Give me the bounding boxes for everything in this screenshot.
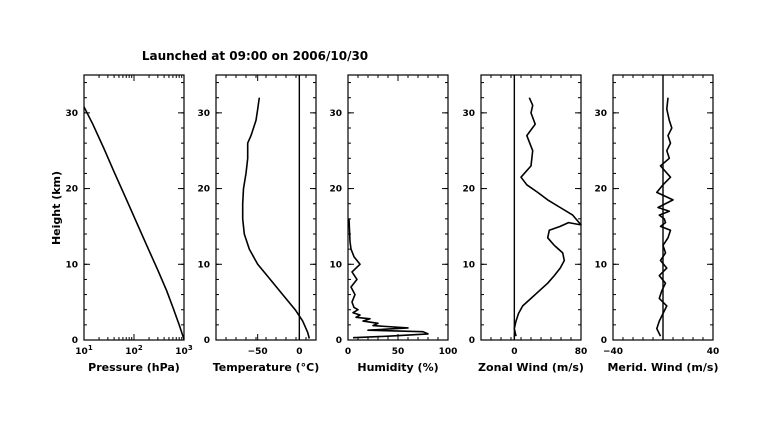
pressure-series-line	[83, 106, 185, 340]
zonal-wind-y-tick-label: 20	[462, 185, 475, 195]
pressure-x-tick-label: 101	[75, 344, 93, 357]
zonal-wind-y-tick-label: 30	[462, 109, 475, 119]
humidity-y-tick-label: 0	[336, 336, 342, 346]
temperature-y-tick-label: 30	[197, 109, 210, 119]
panel-temperature: 0 10 20 30 −50 0 Temperature (°C)	[197, 74, 320, 374]
pressure-frame	[83, 74, 185, 341]
humidity-frame	[347, 74, 449, 341]
panels: 0 10 20 30 101 102 103 Pressure (hPa) 0 10 20 30 −50…	[65, 74, 720, 374]
humidity-y-tick-label: 20	[329, 185, 342, 195]
panel-pressure: 0 10 20 30 101 102 103 Pressure (hPa)	[65, 74, 193, 374]
pressure-y-tick-label: 20	[65, 185, 78, 195]
temperature-y-tick-label: 0	[204, 336, 210, 346]
humidity-series-line	[348, 218, 429, 339]
zonal-wind-series-line	[513, 97, 582, 337]
humidity-x-tick-label: 50	[392, 347, 405, 357]
figure-title: Launched at 09:00 on 2006/10/30	[142, 49, 368, 63]
pressure-x-axis-label: Pressure (hPa)	[88, 361, 180, 374]
meridional-wind-y-tick-label: 20	[594, 185, 607, 195]
zonal-wind-x-axis-label: Zonal Wind (m/s)	[478, 361, 584, 374]
meridional-wind-x-tick-label: −40	[603, 347, 623, 357]
temperature-x-axis-label: Temperature (°C)	[213, 361, 320, 374]
pressure-y-tick-label: 10	[65, 260, 78, 270]
humidity-x-axis-label: Humidity (%)	[357, 361, 438, 374]
temperature-series-line	[241, 97, 311, 339]
y-axis-label: Height (km)	[50, 171, 63, 245]
humidity-y-tick-label: 10	[329, 260, 342, 270]
meridional-wind-x-axis-label: Merid. Wind (m/s)	[607, 361, 718, 374]
meridional-wind-x-tick-label: 40	[707, 347, 720, 357]
temperature-x-tick-label: 0	[296, 347, 302, 357]
meridional-wind-y-tick-label: 10	[594, 260, 607, 270]
zonal-wind-y-tick-label: 0	[469, 336, 475, 346]
temperature-y-tick-label: 10	[197, 260, 210, 270]
pressure-y-tick-label: 30	[65, 109, 78, 119]
pressure-x-tick-label: 102	[125, 344, 143, 357]
humidity-x-tick-label: 0	[345, 347, 351, 357]
meridional-wind-series-line	[655, 97, 674, 337]
zonal-wind-x-tick-label: 0	[511, 347, 517, 357]
humidity-y-tick-label: 30	[329, 109, 342, 119]
meridional-wind-y-tick-label: 30	[594, 109, 607, 119]
humidity-x-tick-label: 100	[439, 347, 458, 357]
panel-zonal-wind: 0 10 20 30 0 80 Zonal Wind (m/s)	[462, 74, 588, 374]
temperature-x-tick-label: −50	[248, 347, 268, 357]
panel-meridional-wind: 0 10 20 30 −40 40 Merid. Wind (m/s)	[594, 74, 720, 374]
zonal-wind-x-tick-label: 80	[575, 347, 588, 357]
meridional-wind-y-tick-label: 0	[601, 336, 607, 346]
pressure-y-tick-label: 0	[72, 336, 78, 346]
pressure-x-tick-label: 103	[175, 344, 193, 357]
temperature-y-tick-label: 20	[197, 185, 210, 195]
temperature-frame	[215, 74, 317, 341]
zonal-wind-y-tick-label: 10	[462, 260, 475, 270]
